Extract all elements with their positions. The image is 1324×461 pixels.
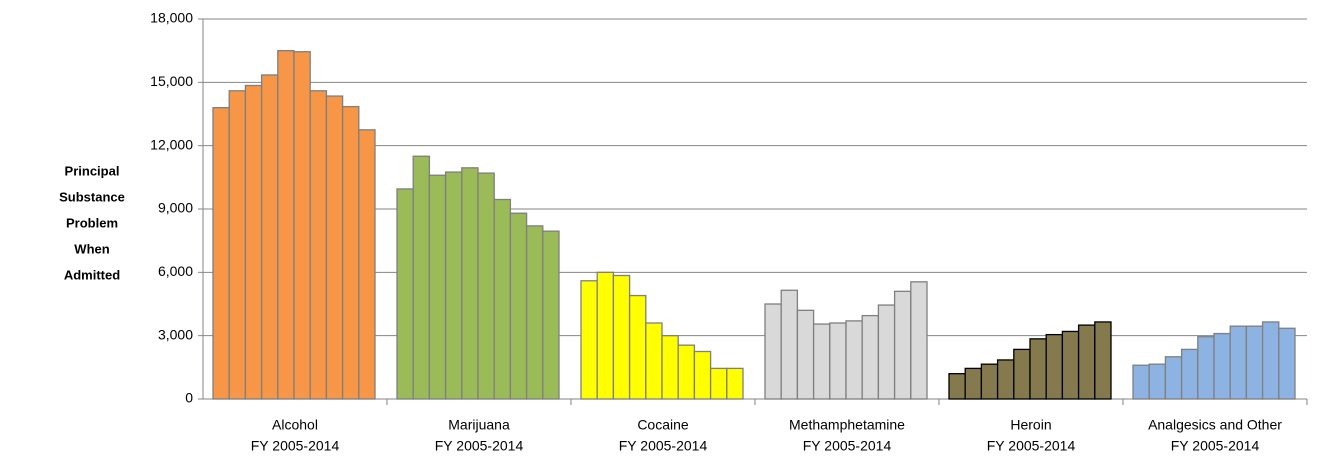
y-axis-label: Substance [59,189,125,204]
bar [358,129,376,400]
bar [829,322,847,400]
bar [910,281,928,400]
bar [980,363,999,400]
bar [964,367,983,400]
bar [1013,348,1031,400]
y-tick-label: 0 [185,390,193,406]
bar [1132,364,1150,400]
y-axis-label: Problem [66,215,118,230]
bar [212,107,230,400]
bar [325,95,344,400]
x-tick-label: FY 2005-2014 [987,438,1076,454]
y-axis-label: Admitted [64,267,120,282]
bar [812,323,831,400]
bar [861,314,880,400]
bar [893,290,912,400]
bar [509,212,528,400]
bar [845,320,863,400]
x-tick-label: Cocaine [637,417,689,433]
bar [1197,336,1215,400]
bar [244,84,263,400]
bar [1164,356,1183,400]
y-tick-label: 9,000 [158,200,193,216]
bar [228,90,247,400]
bar [1061,330,1080,400]
bar [1029,338,1047,400]
bar [493,198,512,400]
bar [542,230,560,400]
bar [1148,363,1167,400]
bar [996,359,1015,400]
bar [1229,325,1248,400]
bar [1261,321,1280,400]
x-tick-label: Methamphetamine [789,417,905,433]
bar [1213,332,1231,400]
bar [780,289,799,400]
bar [764,303,782,400]
y-axis-label: When [74,241,109,256]
bar [428,174,447,400]
bar [477,172,495,400]
bar [612,274,631,400]
x-tick-label: FY 2005-2014 [619,438,708,454]
bar [693,350,712,400]
bar [709,367,728,400]
bar [309,90,328,400]
x-tick-label: FY 2005-2014 [435,438,524,454]
x-tick-label: Analgesics and Other [1148,417,1282,433]
bar [596,271,615,400]
x-tick-label: Alcohol [272,417,318,433]
y-tick-label: 6,000 [158,263,193,279]
bar [677,344,696,400]
bar [1045,333,1064,400]
bar [461,167,479,400]
bar [412,155,431,400]
bar [877,304,896,400]
x-tick-label: FY 2005-2014 [803,438,892,454]
y-tick-label: 15,000 [150,73,193,89]
x-tick-label: FY 2005-2014 [251,438,340,454]
x-tick-label: FY 2005-2014 [1171,438,1260,454]
x-tick-label: Marijuana [448,417,510,433]
bar [1077,324,1096,400]
y-tick-label: 12,000 [150,136,193,152]
x-tick-label: Heroin [1010,417,1051,433]
bar [580,280,598,400]
bar [525,225,544,400]
bar [948,373,966,400]
bar [1094,321,1112,400]
bar [1278,327,1296,400]
bar [645,322,663,400]
bar [1245,325,1264,400]
bar [341,105,360,400]
bar [396,188,414,400]
bar [661,335,679,400]
bar [444,171,463,400]
bar [293,51,311,400]
y-tick-label: 3,000 [158,326,193,342]
bar [260,74,279,400]
bar [796,309,815,400]
bar [277,50,295,400]
bar [628,294,647,400]
y-axis-label: Principal [65,163,120,178]
bar [726,367,744,400]
bar [1180,348,1199,400]
y-tick-label: 18,000 [150,10,193,26]
